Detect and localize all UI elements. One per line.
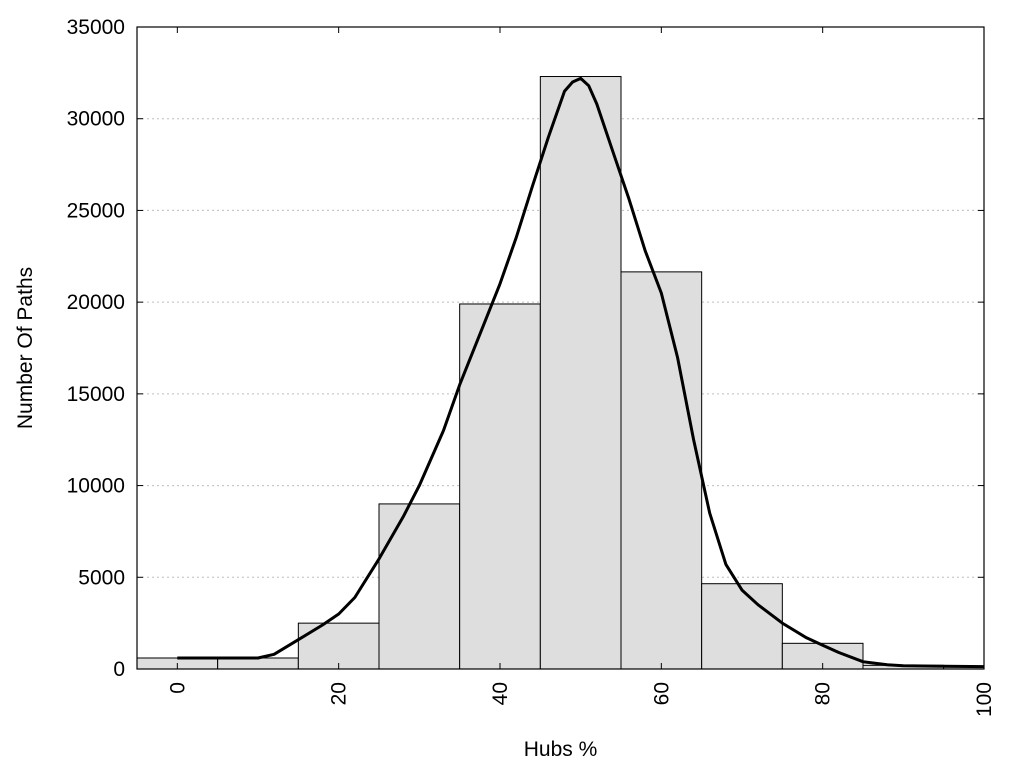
- y-tick-label-7: 35000: [67, 16, 125, 39]
- histogram-bar-4: [459, 303, 541, 670]
- y-axis-label: Number Of Paths: [14, 267, 37, 429]
- plot-frame: [136, 26, 985, 670]
- y-tick-label-5: 25000: [67, 199, 125, 222]
- grid-lines: [137, 118, 984, 578]
- histogram-bars: [136, 76, 985, 670]
- y-tick-label-1: 5000: [78, 566, 125, 589]
- x-tick-label-1: 20: [328, 682, 351, 705]
- y-tick-label-3: 15000: [67, 383, 125, 406]
- y-axis-ticks: 0 5000 10000 15000 20000 25000 30000 35000: [67, 16, 984, 681]
- histogram-bar-7: [701, 583, 783, 670]
- y-tick-label-4: 20000: [67, 291, 125, 314]
- y-tick-label-2: 10000: [67, 475, 125, 498]
- x-tick-label-2: 40: [489, 682, 512, 705]
- x-tick-label-4: 80: [812, 682, 835, 705]
- y-tick-label-0: 0: [113, 658, 125, 681]
- x-tick-label-3: 60: [650, 682, 673, 705]
- x-tick-label-5: 100: [973, 682, 996, 717]
- x-tick-label-0: 0: [166, 682, 189, 694]
- x-axis-ticks: 0 20 40 60 80 100: [166, 27, 996, 717]
- histogram-bar-5: [539, 76, 622, 670]
- density-curve: [177, 76, 985, 669]
- x-axis-label: Hubs %: [524, 738, 598, 761]
- histogram-bar-2: [297, 622, 380, 670]
- histogram-bar-3: [378, 503, 461, 670]
- y-tick-label-6: 30000: [67, 108, 125, 131]
- histogram-bar-6: [620, 271, 703, 670]
- histogram-bar-1: [217, 657, 299, 670]
